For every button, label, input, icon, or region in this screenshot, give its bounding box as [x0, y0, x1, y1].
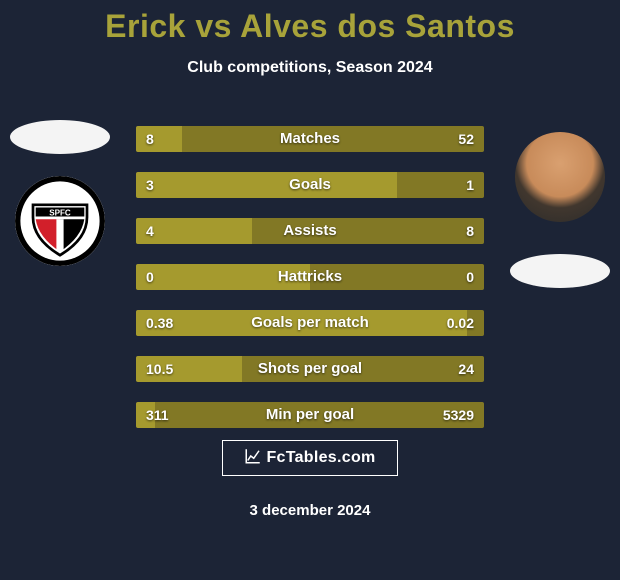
stat-row: Hattricks0 0: [136, 264, 484, 290]
date-label: 3 december 2024: [0, 502, 620, 519]
stat-row: Goals per match0.38 0.02: [136, 310, 484, 336]
stat-value-right: 52: [458, 126, 474, 152]
branding-badge: FcTables.com: [222, 440, 398, 476]
stat-label: Hattricks: [136, 264, 484, 290]
stat-label: Goals per match: [136, 310, 484, 336]
comparison-bars: Matches852Goals31Assists48Hattricks00Goa…: [136, 126, 484, 448]
stat-label: Goals: [136, 172, 484, 198]
svg-text:SPFC: SPFC: [49, 209, 71, 218]
subtitle: Club competitions, Season 2024: [0, 59, 620, 77]
stat-value-right: 8: [466, 218, 474, 244]
spfc-logo-icon: SPFC: [15, 176, 105, 266]
stat-row: Matches8 52: [136, 126, 484, 152]
stat-label: Matches: [136, 126, 484, 152]
page-title: Erick vs Alves dos Santos: [0, 0, 620, 45]
stat-value-right: 0: [466, 264, 474, 290]
stat-value-left: 0.38: [146, 310, 173, 336]
chart-icon: [244, 447, 262, 465]
player-right-club-placeholder: [510, 254, 610, 288]
stat-value-right: 5329: [443, 402, 474, 428]
stat-label: Assists: [136, 218, 484, 244]
stat-row: Min per goal311 5329: [136, 402, 484, 428]
stat-value-left: 8: [146, 126, 154, 152]
stat-value-right: 0.02: [447, 310, 474, 336]
stat-row: Goals3 1: [136, 172, 484, 198]
stat-value-left: 10.5: [146, 356, 173, 382]
stat-label: Min per goal: [136, 402, 484, 428]
stat-row: Assists4 8: [136, 218, 484, 244]
stat-value-left: 4: [146, 218, 154, 244]
branding-text: FcTables.com: [266, 449, 375, 466]
stat-label: Shots per goal: [136, 356, 484, 382]
player-right-photo: [515, 132, 605, 222]
stat-value-right: 24: [458, 356, 474, 382]
stat-value-left: 311: [146, 402, 169, 428]
stat-value-left: 3: [146, 172, 154, 198]
player-left-avatar-placeholder: [10, 120, 110, 154]
stat-row: Shots per goal10.5 24: [136, 356, 484, 382]
stat-value-right: 1: [466, 172, 474, 198]
player-left-club-badge: SPFC: [15, 176, 105, 266]
stat-value-left: 0: [146, 264, 154, 290]
